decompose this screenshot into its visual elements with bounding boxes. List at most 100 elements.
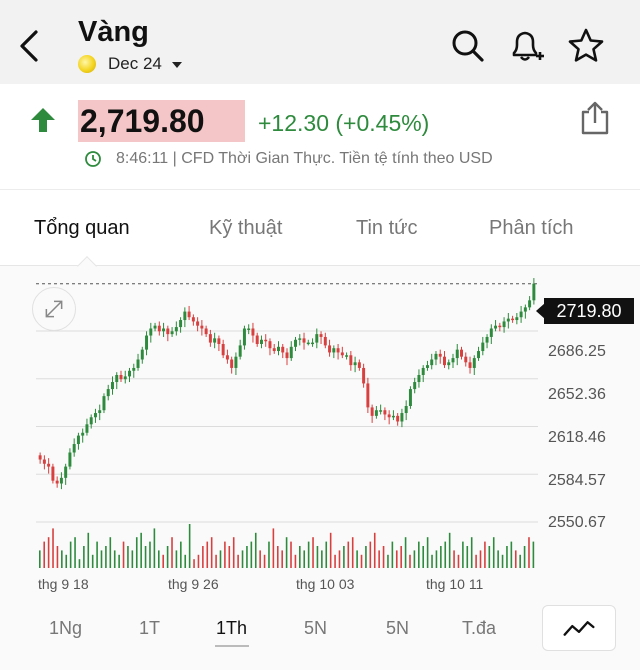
volume-bar: [510, 541, 513, 568]
gold-coin-icon: [78, 55, 96, 73]
candle-body: [238, 345, 242, 357]
candle-body: [132, 367, 136, 371]
candle-body: [425, 365, 429, 368]
candle-body: [272, 348, 276, 352]
candle-body: [140, 349, 144, 360]
candle-body: [502, 321, 506, 328]
volume-bar: [475, 554, 477, 568]
volume-bar: [470, 537, 473, 568]
contract-label: Dec 24: [108, 54, 162, 73]
share-icon[interactable]: [578, 100, 612, 136]
candle-body: [68, 452, 72, 467]
candle-body: [336, 348, 340, 353]
volume-bar: [312, 537, 314, 568]
candle-body: [59, 477, 63, 484]
volume-bar: [387, 554, 389, 568]
volume-bar: [294, 554, 297, 568]
top-bar: Vàng Dec 24: [0, 0, 640, 84]
volume-bar: [83, 546, 85, 568]
chart-type-line-icon[interactable]: [542, 605, 616, 651]
price-chart[interactable]: [0, 0, 640, 605]
volume-bar: [426, 537, 429, 568]
contract-selector[interactable]: Dec 24: [78, 54, 182, 74]
expand-chart-icon[interactable]: [32, 287, 76, 331]
range-5n[interactable]: 5N: [304, 618, 328, 638]
volume-bar: [382, 546, 385, 568]
volume-bar: [39, 550, 41, 568]
time-range-bar: 1Ng 1T 1Th 5N 5N T.đa: [0, 605, 640, 655]
volume-bar: [65, 554, 68, 568]
last-price: 2,719.80: [78, 100, 245, 142]
volume-bar: [462, 541, 464, 568]
candle-body: [519, 311, 523, 318]
volume-bar: [193, 559, 195, 568]
star-icon[interactable]: [566, 26, 606, 66]
candle-body: [468, 362, 472, 368]
candle-body: [149, 328, 153, 336]
volume-bar: [519, 554, 521, 568]
range-5y[interactable]: 5N: [386, 618, 410, 638]
price-up-arrow-icon: [31, 108, 55, 132]
candle-body: [481, 342, 485, 352]
volume-bar: [501, 554, 504, 568]
candle-body: [387, 414, 391, 418]
candle-body: [251, 328, 255, 336]
volume-bar: [56, 546, 59, 568]
candle-body: [98, 410, 102, 414]
volume-bar: [334, 554, 336, 568]
volume-bar: [484, 541, 486, 568]
range-max[interactable]: T.đa: [462, 618, 497, 638]
candle-body: [42, 459, 46, 464]
volume-bar: [43, 541, 46, 568]
volume-bar: [224, 541, 226, 568]
volume-bar: [400, 546, 402, 568]
chart-panel: [0, 266, 640, 670]
candle-body: [85, 424, 89, 433]
volume-bar: [259, 550, 261, 568]
range-1m[interactable]: 1Th: [216, 618, 248, 638]
candle-body: [357, 362, 361, 368]
range-1d[interactable]: 1Ng: [49, 618, 83, 638]
y-tick-label: 2584.57: [548, 472, 606, 489]
candle-body: [442, 356, 446, 366]
candle-body: [162, 328, 166, 332]
volume-bar: [109, 537, 112, 568]
volume-bar: [47, 537, 50, 568]
y-tick-label: 2618.46: [548, 429, 606, 446]
candle-body: [370, 407, 374, 416]
tab-news[interactable]: Tin tức: [356, 217, 418, 239]
chevron-down-icon: [171, 62, 182, 68]
back-arrow-icon[interactable]: [14, 28, 44, 64]
candle-body: [174, 327, 178, 332]
volume-bar: [246, 546, 248, 568]
volume-bar: [466, 546, 469, 568]
candle-body: [128, 370, 132, 377]
volume-bar: [171, 537, 173, 568]
tab-technical[interactable]: Kỹ thuật: [209, 217, 283, 239]
tab-analysis[interactable]: Phân tích: [489, 217, 574, 239]
candle-body: [93, 413, 97, 418]
active-range-underline: [215, 645, 249, 647]
candle-body: [81, 432, 85, 436]
candle-body: [234, 356, 238, 368]
candle-body: [264, 339, 268, 342]
x-tick-label: thg 10 03: [296, 576, 355, 592]
candle-body: [55, 480, 59, 484]
volume-bar: [418, 541, 420, 568]
volume-bar: [514, 550, 517, 568]
volume-bar: [149, 541, 151, 568]
tab-bar: Tổng quan Kỹ thuật Tin tức Phân tích: [0, 191, 640, 266]
candle-body: [391, 415, 395, 418]
tab-overview[interactable]: Tổng quan: [34, 217, 130, 239]
volume-bar: [479, 550, 482, 568]
y-tick-label: 2652.36: [548, 386, 606, 403]
volume-bar: [52, 528, 54, 568]
candle-body: [187, 311, 191, 318]
candle-body: [196, 321, 200, 326]
candle-body: [319, 334, 323, 337]
range-1w[interactable]: 1T: [139, 618, 161, 638]
add-alert-bell-icon[interactable]: [506, 26, 546, 66]
search-icon[interactable]: [448, 26, 488, 66]
volume-bar: [122, 541, 125, 568]
volume-bar: [307, 541, 310, 568]
